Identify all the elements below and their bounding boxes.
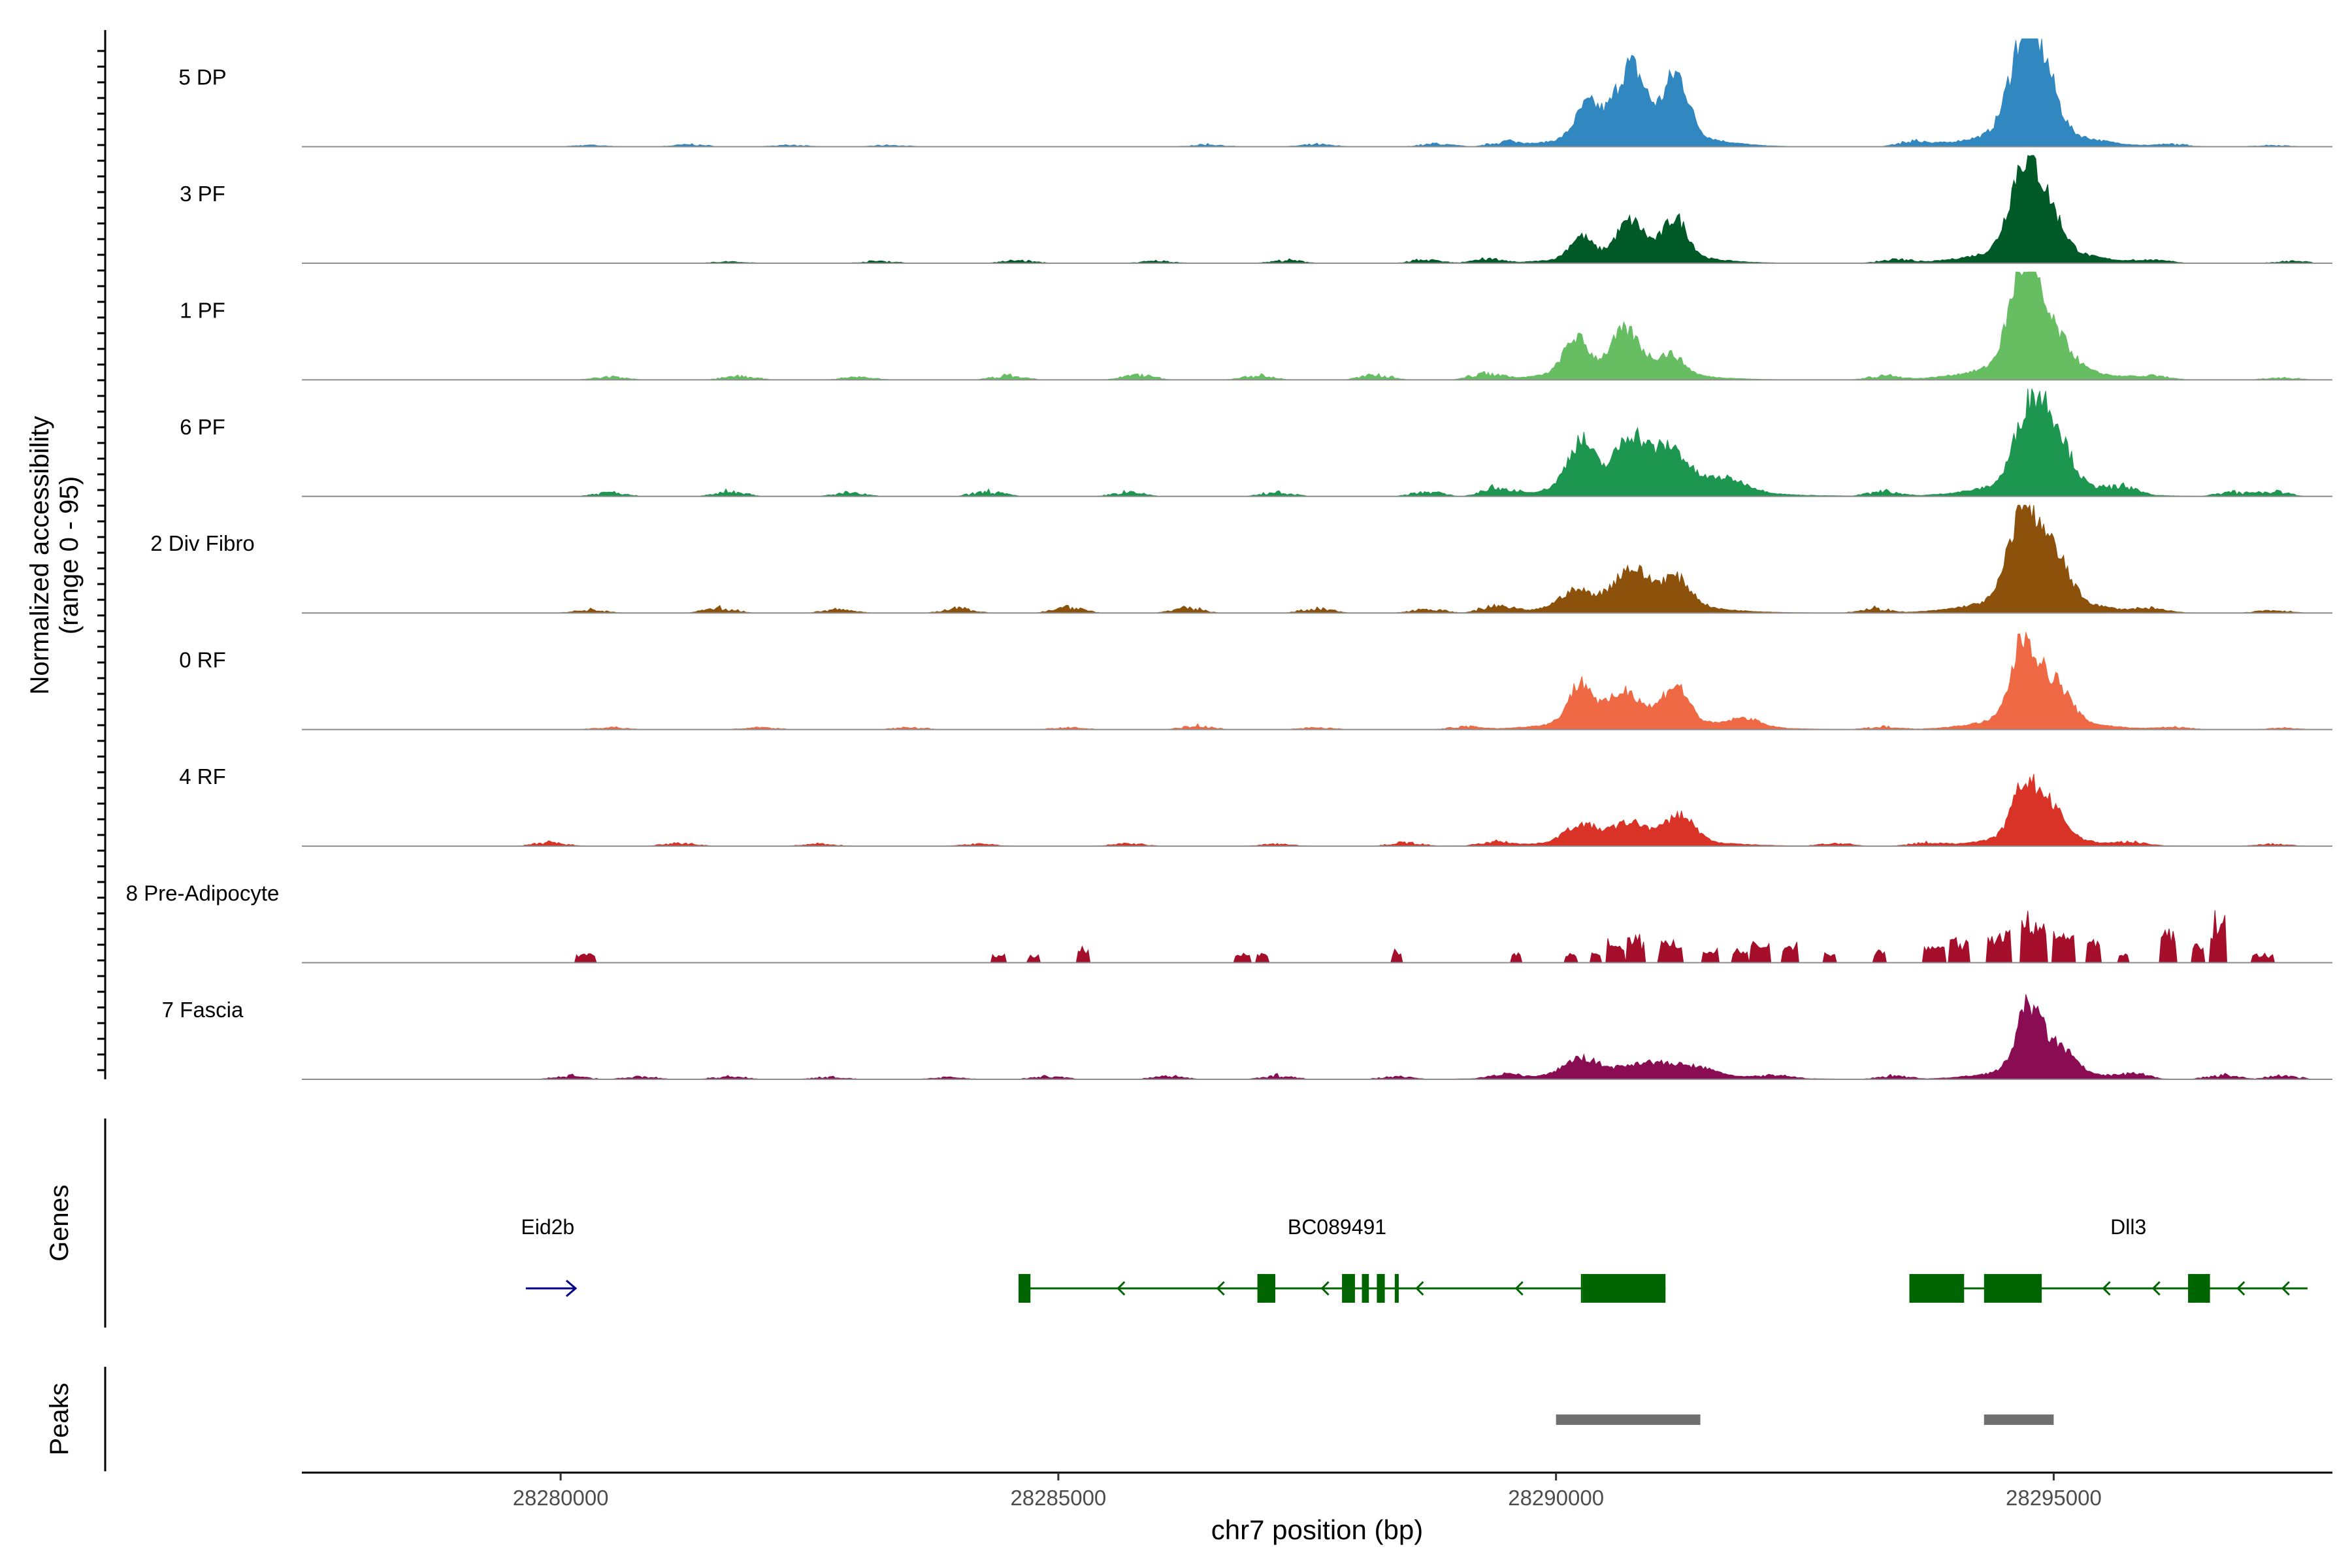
track-0-rf: 0 RF [179,632,2332,730]
strand-arrow [2236,1281,2246,1296]
strand-arrow [2151,1281,2161,1296]
exon [2188,1274,2210,1303]
exon [1394,1274,1399,1303]
track-label: 4 RF [179,764,226,789]
strand-arrow [1117,1281,1126,1296]
gene-name: BC089491 [1288,1215,1386,1239]
gene-eid2b: Eid2b [521,1215,578,1298]
track-8-pre-adipocyte: 8 Pre-Adipocyte [126,881,2332,964]
strand-arrow [1216,1281,1225,1296]
track-label: 6 PF [180,415,225,439]
coverage-y-ticks [97,50,105,1071]
coverage-area [521,38,2313,147]
track-6-pf: 6 PF [180,388,2332,497]
track-3-pf: 3 PF [180,155,2332,264]
exon [1362,1274,1369,1303]
x-tick-label: 28285000 [1010,1486,1106,1510]
track-2-div-fibro: 2 Div Fibro [150,504,2332,614]
genes-track: Eid2b BC089491 Dll3 [521,1215,2308,1303]
exon [1377,1274,1385,1303]
coverage-area [521,910,2313,964]
coverage-area [521,994,2313,1080]
strand-arrow [565,1279,578,1298]
x-tick-label: 28290000 [1508,1486,1604,1510]
strand-arrow [1415,1281,1424,1296]
track-label: 0 RF [179,648,226,672]
track-label: 7 Fascia [162,998,244,1022]
track-label: 1 PF [180,298,225,322]
peaks-panel-label: Peaks [45,1382,74,1455]
y-axis-label-line1: Normalized accessibility [25,416,54,695]
peaks-track [1556,1414,2054,1425]
coverage-area [521,504,2313,613]
gene-bc089491: BC089491 [1018,1215,1666,1303]
x-axis-label: chr7 position (bp) [1211,1514,1424,1545]
strand-arrow [1320,1281,1330,1296]
coverage-area [521,388,2313,497]
strand-arrow [2102,1281,2111,1296]
y-axis-label-line2: (range 0 - 95) [55,476,84,634]
track-label: 2 Div Fibro [150,531,255,555]
x-axis-ticks: 28280000 28285000 28290000 28295000 [513,1473,2102,1510]
track-4-rf: 4 RF [179,764,2332,847]
track-label: 5 DP [178,65,226,89]
strand-arrow [1514,1281,1524,1296]
gene-name: Dll3 [2110,1215,2146,1239]
exon [1342,1274,1355,1303]
track-label: 3 PF [180,182,225,206]
track-7-fascia: 7 Fascia [162,994,2332,1080]
gene-name: Eid2b [521,1215,574,1239]
exon [1018,1274,1031,1303]
coverage-tracks: 5 DP 3 PF 1 PF 6 PF 2 Div Fibro 0 RF 4 RF 8 Pre… [126,38,2332,1080]
exon [1257,1274,1276,1303]
coverage-area [521,155,2313,264]
coverage-area [521,632,2313,730]
peak-region [1984,1414,2054,1425]
coverage-area [521,271,2313,380]
x-tick-label: 28280000 [513,1486,609,1510]
peak-region [1556,1414,1701,1425]
coverage-area [520,774,2313,847]
exon [1984,1274,2042,1303]
track-1-pf: 1 PF [180,271,2332,381]
track-label: 8 Pre-Adipocyte [126,881,280,906]
strand-arrow [2281,1281,2290,1296]
track-5-dp: 5 DP [178,38,2332,148]
x-tick-label: 28295000 [2006,1486,2102,1510]
exon [1580,1274,1583,1303]
genes-panel-label: Genes [45,1184,74,1262]
exon [1909,1274,1965,1303]
exon [1582,1274,1666,1303]
gene-dll3: Dll3 [1909,1215,2308,1303]
